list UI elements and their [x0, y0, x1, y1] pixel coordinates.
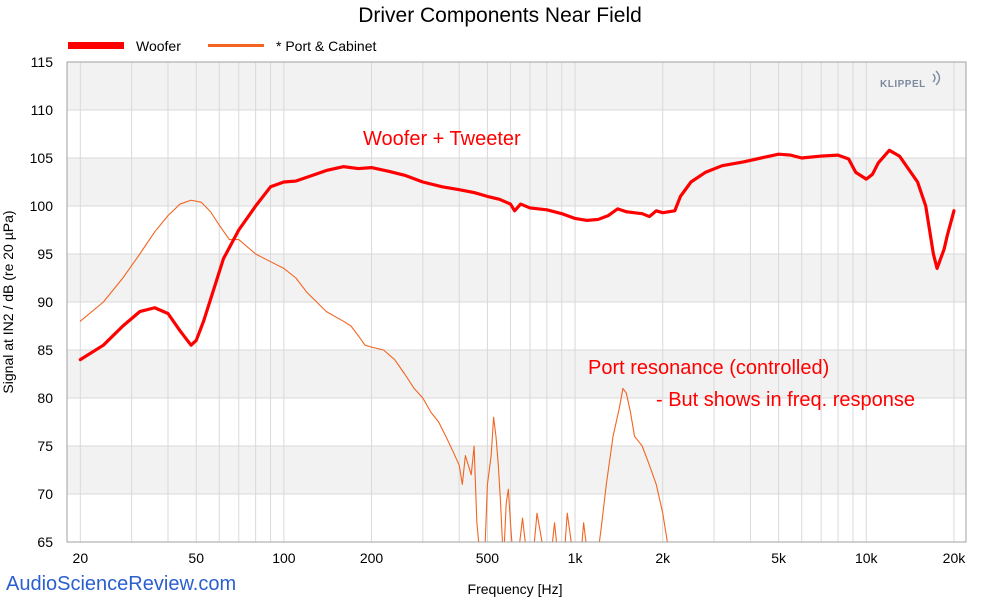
y-tick-label: 110	[31, 102, 54, 118]
y-tick-label: 70	[37, 486, 53, 502]
series-line-port-cabinet	[564, 512, 572, 542]
annotation-port-resonance: Port resonance (controlled)	[588, 357, 829, 379]
grid-band	[67, 254, 966, 302]
series-line-woofer	[78, 148, 956, 362]
x-tick-label: 100	[272, 550, 296, 566]
klippel-logo-icon	[932, 70, 941, 86]
y-tick-label: 75	[37, 438, 53, 454]
x-axis-label: Frequency [Hz]	[468, 581, 563, 597]
x-tick-labels: 20 50 100 200 500 1k 2k 5k 10k 20k	[73, 550, 967, 566]
legend-label-port: * Port & Cabinet	[276, 38, 376, 54]
chart-title: Driver Components Near Field	[358, 4, 642, 27]
x-tick-label: 500	[476, 550, 500, 566]
x-tick-label: 1k	[568, 550, 584, 566]
x-tick-label: 10k	[855, 550, 879, 566]
x-tick-label: 200	[360, 550, 384, 566]
y-tick-labels: 65 70 75 80 85 90 95 100 105 110 115	[30, 54, 54, 550]
x-tick-label: 5k	[771, 550, 787, 566]
x-tick-label: 20k	[943, 550, 967, 566]
grid	[67, 61, 966, 543]
series-line-port-cabinet	[598, 387, 668, 542]
y-tick-label: 115	[31, 54, 54, 70]
y-tick-label: 105	[30, 150, 54, 166]
legend: Woofer * Port & Cabinet	[68, 38, 376, 54]
legend-label-woofer: Woofer	[136, 38, 181, 54]
y-tick-label: 95	[37, 246, 53, 262]
y-tick-label: 80	[37, 390, 53, 406]
y-tick-label: 65	[37, 534, 53, 550]
series-line-port-cabinet	[484, 416, 503, 542]
series-line-port-cabinet	[503, 488, 513, 542]
grid-band	[67, 62, 966, 110]
klippel-logo: KLIPPEL	[880, 70, 941, 90]
legend-swatch-woofer	[68, 42, 124, 49]
x-tick-label: 2k	[655, 550, 671, 566]
series-line-port-cabinet	[551, 522, 558, 542]
annotation-woofer-tweeter: Woofer + Tweeter	[363, 128, 521, 150]
watermark: AudioScienceReview.com	[6, 573, 236, 595]
series-line-port-cabinet	[79, 199, 480, 542]
grid-band	[67, 446, 966, 494]
klippel-logo-text: KLIPPEL	[880, 79, 926, 90]
x-tick-label: 20	[73, 550, 89, 566]
annotation-freq-response: - But shows in freq. response	[656, 389, 915, 411]
grid-band	[67, 158, 966, 206]
legend-swatch-port	[208, 44, 264, 47]
series-line-port-cabinet	[533, 512, 543, 542]
series-line-port-cabinet	[519, 517, 526, 542]
y-tick-label: 90	[37, 294, 53, 310]
y-axis-label: Signal at IN2 / dB (re 20 µPa)	[0, 210, 16, 393]
y-tick-label: 100	[30, 198, 54, 214]
grid-band	[67, 350, 966, 398]
y-tick-label: 85	[37, 342, 53, 358]
grid-bands	[67, 62, 966, 494]
series-layer	[78, 148, 956, 542]
series-line-port-cabinet	[581, 522, 587, 542]
x-tick-label: 50	[188, 550, 204, 566]
